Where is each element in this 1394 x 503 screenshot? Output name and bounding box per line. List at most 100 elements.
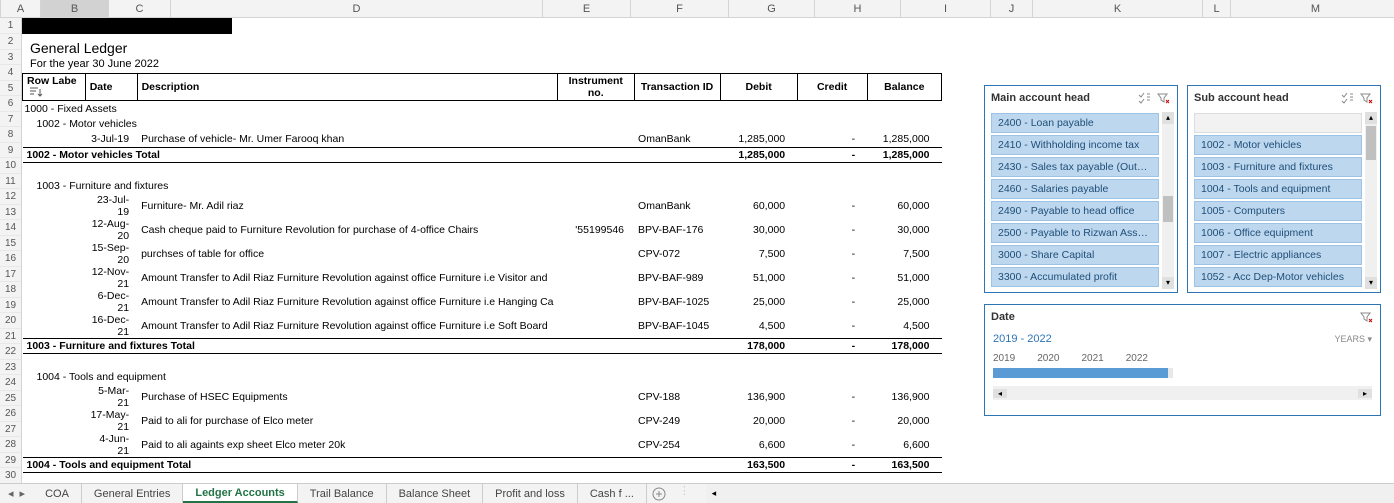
sheet-tab[interactable]: General Entries [82,484,183,503]
scroll-thumb[interactable] [1163,196,1173,222]
clear-filter-icon[interactable] [1155,90,1171,106]
slicer-scrollbar[interactable]: ▴ ▾ [1162,112,1174,289]
column-header[interactable]: K [1033,0,1203,17]
timeline-year[interactable]: 2019 [993,353,1015,364]
slicer-item[interactable]: 2500 - Payable to Rizwan Assoc... [991,223,1159,243]
slicer-item[interactable]: 2410 - Withholding income tax [991,135,1159,155]
row-header[interactable]: 11 [0,174,21,190]
column-header[interactable]: G [729,0,815,17]
slicer-item[interactable]: 1052 - Acc Dep-Motor vehicles [1194,267,1362,287]
tab-nav-next-icon[interactable]: ▸ [20,487,26,500]
row-header[interactable]: 14 [0,220,21,236]
sheet-tab[interactable]: Ledger Accounts [183,484,297,503]
column-header[interactable]: E [543,0,631,17]
sheet-tab[interactable]: Cash f ... [578,484,647,503]
header-debit[interactable]: Debit [720,74,797,101]
header-row-labels[interactable]: Row Labe [23,74,86,101]
header-date[interactable]: Date [85,74,137,101]
scroll-down-icon[interactable]: ▾ [1365,277,1377,289]
row-header[interactable]: 2 [0,34,21,50]
timeline-period-button[interactable]: YEARS ▾ [1334,334,1372,345]
row-header[interactable]: 15 [0,236,21,252]
header-instrument[interactable]: Instrument no. [558,74,635,101]
slicer-item[interactable] [1194,113,1362,133]
row-header[interactable]: 23 [0,360,21,376]
scroll-up-icon[interactable]: ▴ [1365,112,1377,124]
header-balance[interactable]: Balance [867,74,941,101]
row-header[interactable]: 16 [0,251,21,267]
slicer-date-timeline[interactable]: Date 2019 - 2022 YEARS ▾ 201920202021202… [984,304,1381,416]
row-header[interactable]: 1 [0,18,21,34]
column-header[interactable]: B [41,0,109,17]
row-header[interactable]: 3 [0,50,21,66]
timeline-selection[interactable] [993,368,1168,378]
column-header[interactable]: J [991,0,1033,17]
filter-sort-icon[interactable] [29,87,43,99]
column-header[interactable]: D [171,0,543,17]
row-header[interactable]: 12 [0,189,21,205]
column-header[interactable]: F [631,0,729,17]
column-header[interactable]: H [815,0,901,17]
slicer-item[interactable]: 1002 - Motor vehicles [1194,135,1362,155]
header-transid[interactable]: Transaction ID [634,74,720,101]
scroll-up-icon[interactable]: ▴ [1162,112,1174,124]
row-header[interactable]: 28 [0,437,21,453]
slicer-item[interactable]: 3000 - Share Capital [991,245,1159,265]
slicer-sub-account[interactable]: Sub account head 1002 - Motor vehicles10… [1187,85,1381,293]
row-header[interactable]: 13 [0,205,21,221]
column-header[interactable]: M [1231,0,1394,17]
slicer-main-account[interactable]: Main account head 2400 - Loan payable241… [984,85,1178,293]
row-header[interactable]: 30 [0,468,21,483]
column-header[interactable]: A [1,0,41,17]
slicer-item[interactable]: 2400 - Loan payable [991,113,1159,133]
scroll-left-icon[interactable]: ◂ [993,389,1007,398]
slicer-item[interactable]: 2460 - Salaries payable [991,179,1159,199]
row-header[interactable]: 10 [0,158,21,174]
horizontal-scrollbar[interactable]: ◂ [706,484,1394,503]
slicer-item[interactable]: 1004 - Tools and equipment [1194,179,1362,199]
new-sheet-button[interactable] [647,484,671,503]
row-header[interactable]: 9 [0,143,21,159]
scroll-down-icon[interactable]: ▾ [1162,277,1174,289]
clear-filter-icon[interactable] [1358,90,1374,106]
clear-filter-icon[interactable] [1358,309,1374,325]
column-header[interactable]: L [1203,0,1231,17]
row-header[interactable]: 29 [0,453,21,469]
row-header[interactable]: 6 [0,96,21,112]
row-header[interactable]: 19 [0,298,21,314]
scroll-thumb[interactable] [1366,126,1376,160]
header-credit[interactable]: Credit [797,74,867,101]
sheet-tab[interactable]: Balance Sheet [387,484,484,503]
scroll-right-icon[interactable]: ▸ [1358,389,1372,398]
timeline-year[interactable]: 2020 [1037,353,1059,364]
row-header[interactable]: 22 [0,344,21,360]
slicer-item[interactable]: 1007 - Electric appliances [1194,245,1362,265]
slicer-item[interactable]: 1006 - Office equipment [1194,223,1362,243]
slicer-scrollbar[interactable]: ▴ ▾ [1365,112,1377,289]
row-header[interactable]: 27 [0,422,21,438]
header-description[interactable]: Description [137,74,557,101]
multiselect-icon[interactable] [1136,90,1152,106]
row-header[interactable]: 18 [0,282,21,298]
slicer-item[interactable]: 2490 - Payable to head office [991,201,1159,221]
row-header[interactable]: 20 [0,313,21,329]
timeline-year[interactable]: 2021 [1082,353,1104,364]
slicer-item[interactable]: 1005 - Computers [1194,201,1362,221]
row-header[interactable]: 25 [0,391,21,407]
row-header[interactable]: 21 [0,329,21,345]
slicer-item[interactable]: 3300 - Accumulated profit [991,267,1159,287]
timeline-track[interactable] [993,368,1173,378]
row-header[interactable]: 4 [0,65,21,81]
tab-nav-prev-icon[interactable]: ◂ [8,487,14,500]
row-header[interactable]: 17 [0,267,21,283]
row-header[interactable]: 8 [0,127,21,143]
sheet-tab[interactable]: COA [33,484,82,503]
timeline-hscroll[interactable]: ◂ ▸ [993,386,1372,400]
row-header[interactable]: 7 [0,112,21,128]
tab-nav-controls[interactable]: ◂ ▸ [0,484,33,503]
sheet-tab[interactable]: Trail Balance [298,484,387,503]
multiselect-icon[interactable] [1339,90,1355,106]
row-header[interactable]: 24 [0,375,21,391]
sheet-tab[interactable]: Profit and loss [483,484,578,503]
row-header[interactable]: 5 [0,81,21,97]
